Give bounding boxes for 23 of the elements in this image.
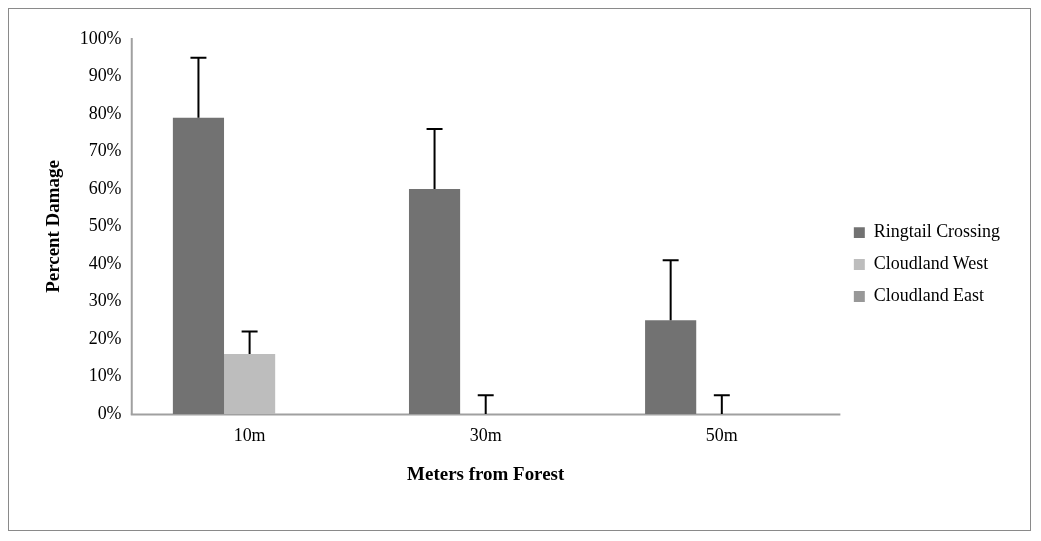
bar xyxy=(645,320,697,415)
x-axis-title: Meters from Forest xyxy=(407,462,565,484)
y-tick-label: 30% xyxy=(88,290,122,311)
y-tick-label: 0% xyxy=(97,402,122,423)
y-tick-label: 50% xyxy=(88,215,122,236)
y-tick-label: 100% xyxy=(79,27,122,48)
y-tick-label: 60% xyxy=(88,177,122,198)
y-tick-label: 80% xyxy=(88,102,122,123)
y-tick-label: 90% xyxy=(88,65,122,86)
bar xyxy=(224,354,276,415)
y-tick-label: 40% xyxy=(88,252,122,273)
legend-label: Cloudland East xyxy=(873,285,985,306)
x-tick-label: 30m xyxy=(469,425,502,446)
y-tick-label: 70% xyxy=(88,140,122,161)
x-tick-label: 50m xyxy=(705,425,738,446)
y-tick-label: 20% xyxy=(88,327,122,348)
bar xyxy=(172,117,225,415)
legend-label: Ringtail Crossing xyxy=(873,221,1001,242)
y-axis-title: Percent Damage xyxy=(42,160,64,293)
y-tick-label: 10% xyxy=(88,365,122,386)
bar xyxy=(408,188,461,415)
legend-label: Cloudland West xyxy=(873,253,989,274)
x-tick-label: 10m xyxy=(233,425,266,446)
